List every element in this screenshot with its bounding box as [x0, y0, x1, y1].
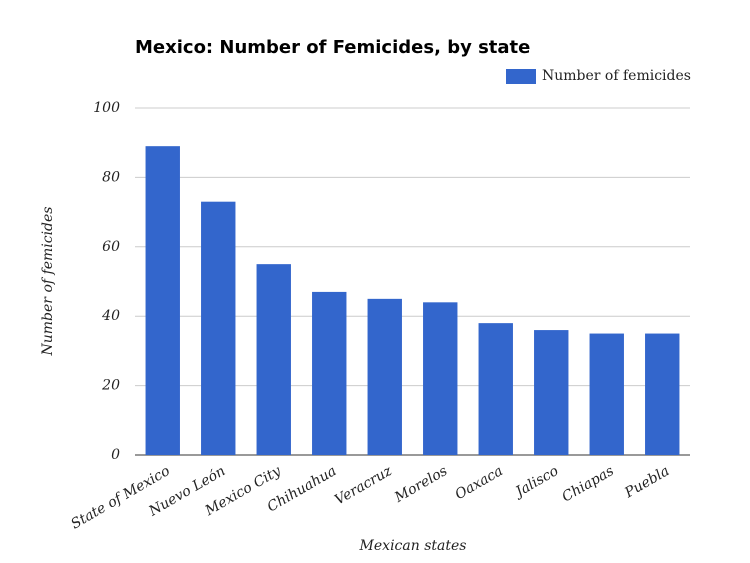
- chart-title: Mexico: Number of Femicides, by state: [135, 37, 530, 58]
- legend-swatch: [506, 69, 536, 84]
- y-tick-label: 60: [102, 239, 120, 255]
- y-tick-label: 0: [111, 447, 120, 463]
- bar: [201, 201, 236, 455]
- y-axis-label: Number of femicides: [40, 207, 56, 357]
- bar: [589, 333, 624, 455]
- bar: [645, 333, 680, 455]
- x-axis-label: Mexican states: [359, 538, 467, 554]
- x-tick-label: State of Mexico: [68, 463, 172, 532]
- bar: [423, 302, 458, 455]
- x-tick-label: Chiapas: [559, 463, 616, 505]
- bar: [534, 330, 569, 455]
- y-tick-label: 80: [102, 169, 120, 185]
- bar: [478, 323, 513, 455]
- x-tick-label: Veracruz: [332, 463, 395, 509]
- x-tick-label: Morelos: [391, 463, 450, 506]
- legend-label: Number of femicides: [542, 68, 691, 84]
- bar: [256, 264, 291, 455]
- x-tick-label: Jalisco: [510, 463, 561, 502]
- x-tick-label: Puebla: [621, 463, 672, 502]
- x-tick-label: Oaxaca: [452, 463, 505, 503]
- bar: [145, 146, 180, 456]
- y-tick-label: 20: [101, 378, 120, 394]
- bar: [367, 298, 402, 455]
- y-tick-label: 40: [101, 308, 120, 324]
- bar: [312, 291, 347, 455]
- y-tick-label: 100: [93, 100, 120, 116]
